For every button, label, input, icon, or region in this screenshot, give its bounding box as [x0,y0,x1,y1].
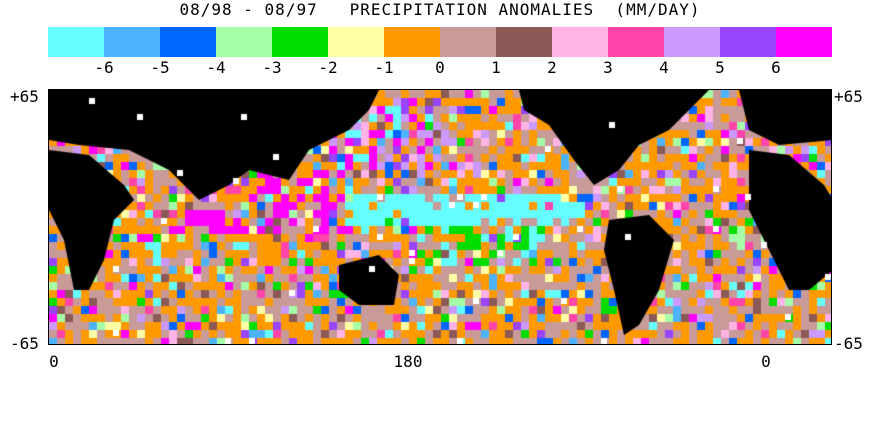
lon-label-180: 180 [393,352,423,371]
legend-tick-label: 5 [715,58,725,77]
legend-tick-label: -2 [318,58,338,77]
legend-swatch [608,27,664,57]
legend-tick-label: 1 [491,58,501,77]
lat-label-top-left: +65 [10,87,39,106]
legend-swatch [48,27,104,57]
legend-tick-label: -4 [206,58,226,77]
legend-tick-label: 6 [771,58,781,77]
lon-label-0-right: 0 [761,352,771,371]
legend-swatch [776,27,832,57]
legend-tick-label: 0 [435,58,445,77]
legend-tick-label: 3 [603,58,613,77]
legend-swatch [552,27,608,57]
lat-label-bottom-right: -65 [834,334,863,353]
legend-swatch [272,27,328,57]
lat-label-bottom-left: -65 [10,334,39,353]
legend-swatch [216,27,272,57]
legend-swatch [384,27,440,57]
legend-swatch [664,27,720,57]
color-legend [48,27,832,57]
map-title: 08/98 - 08/97 PRECIPITATION ANOMALIES (M… [179,0,701,19]
legend-tick-label: -6 [94,58,114,77]
legend-tick-label: -5 [150,58,170,77]
legend-tick-label: -1 [374,58,394,77]
legend-swatch [440,27,496,57]
legend-swatch [328,27,384,57]
anomaly-grid [49,90,831,344]
legend-tick-label: 4 [659,58,669,77]
precipitation-anomaly-map [48,89,832,345]
legend-swatch [496,27,552,57]
legend-tick-label: 2 [547,58,557,77]
lat-label-top-right: +65 [834,87,863,106]
legend-swatch [160,27,216,57]
legend-tick-label: -3 [262,58,282,77]
lon-label-0-left: 0 [49,352,59,371]
legend-swatch [720,27,776,57]
legend-swatch [104,27,160,57]
legend-tick-labels: -6 -5 -4 -3 -2 -1 0 1 2 3 4 5 6 [48,58,832,82]
